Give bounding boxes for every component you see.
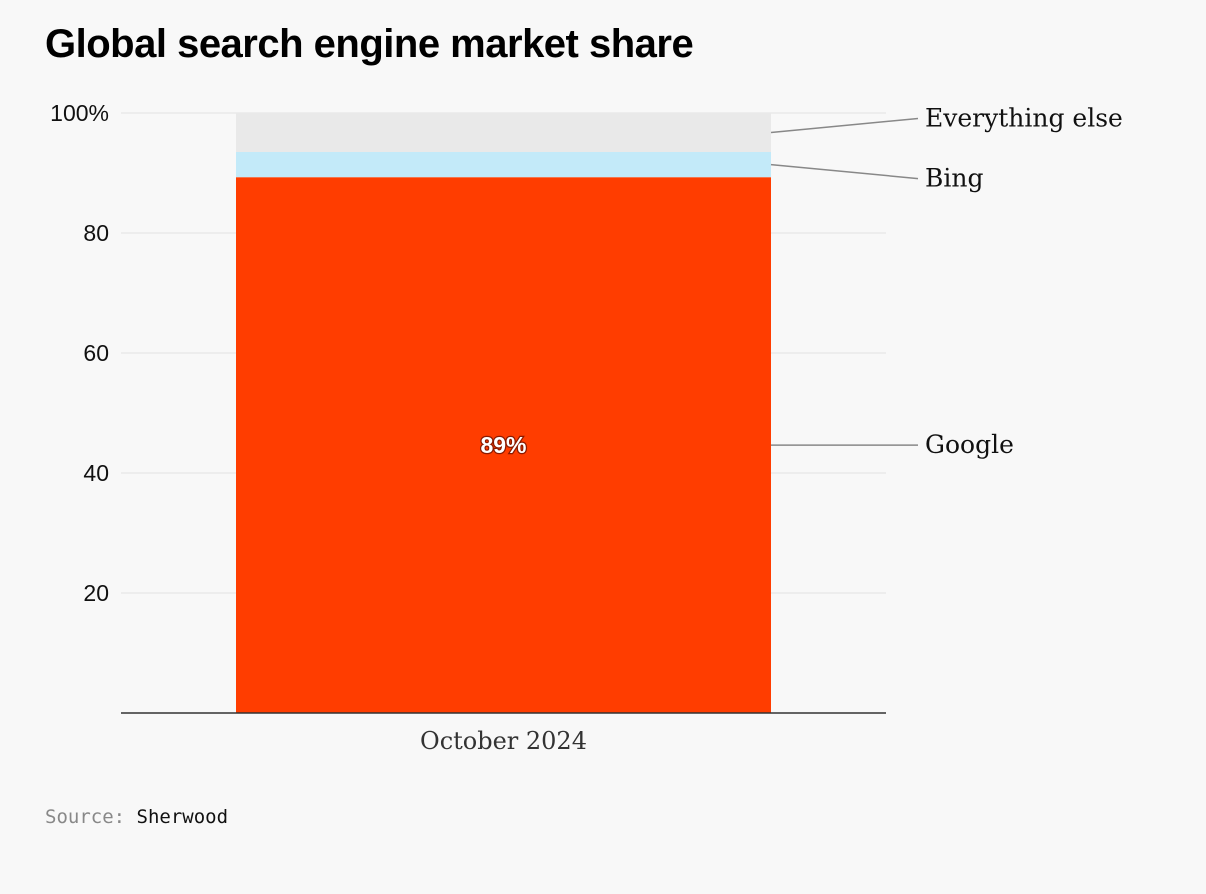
leader-line bbox=[770, 117, 919, 134]
legend: Google Bing Everything else bbox=[770, 104, 1123, 459]
bar-stack: 89% bbox=[236, 113, 771, 713]
legend-label: Google bbox=[925, 430, 1014, 459]
source-name: Sherwood bbox=[136, 806, 229, 828]
x-axis-categories: October 2024 bbox=[420, 727, 587, 755]
leader-line bbox=[770, 163, 919, 180]
legend-label: Everything else bbox=[925, 104, 1123, 133]
bar-segment-bing bbox=[236, 152, 771, 178]
y-tick-label: 20 bbox=[83, 580, 109, 606]
y-tick-label: 40 bbox=[83, 460, 109, 486]
y-tick-label: 80 bbox=[83, 220, 109, 246]
source-prefix: Source: bbox=[45, 806, 126, 828]
y-tick-label: 100% bbox=[50, 100, 109, 126]
x-category-label: October 2024 bbox=[420, 727, 587, 755]
bar-segment-everything-else bbox=[236, 113, 771, 152]
bar-segment-google bbox=[236, 177, 771, 713]
y-axis-ticks: 20 40 60 80 100% bbox=[50, 100, 109, 606]
source-note: Source: Sherwood bbox=[45, 806, 228, 828]
legend-label: Bing bbox=[925, 164, 983, 193]
chart-title: Global search engine market share bbox=[45, 22, 694, 66]
y-tick-label: 60 bbox=[83, 340, 109, 366]
data-label: 89% bbox=[480, 432, 526, 458]
